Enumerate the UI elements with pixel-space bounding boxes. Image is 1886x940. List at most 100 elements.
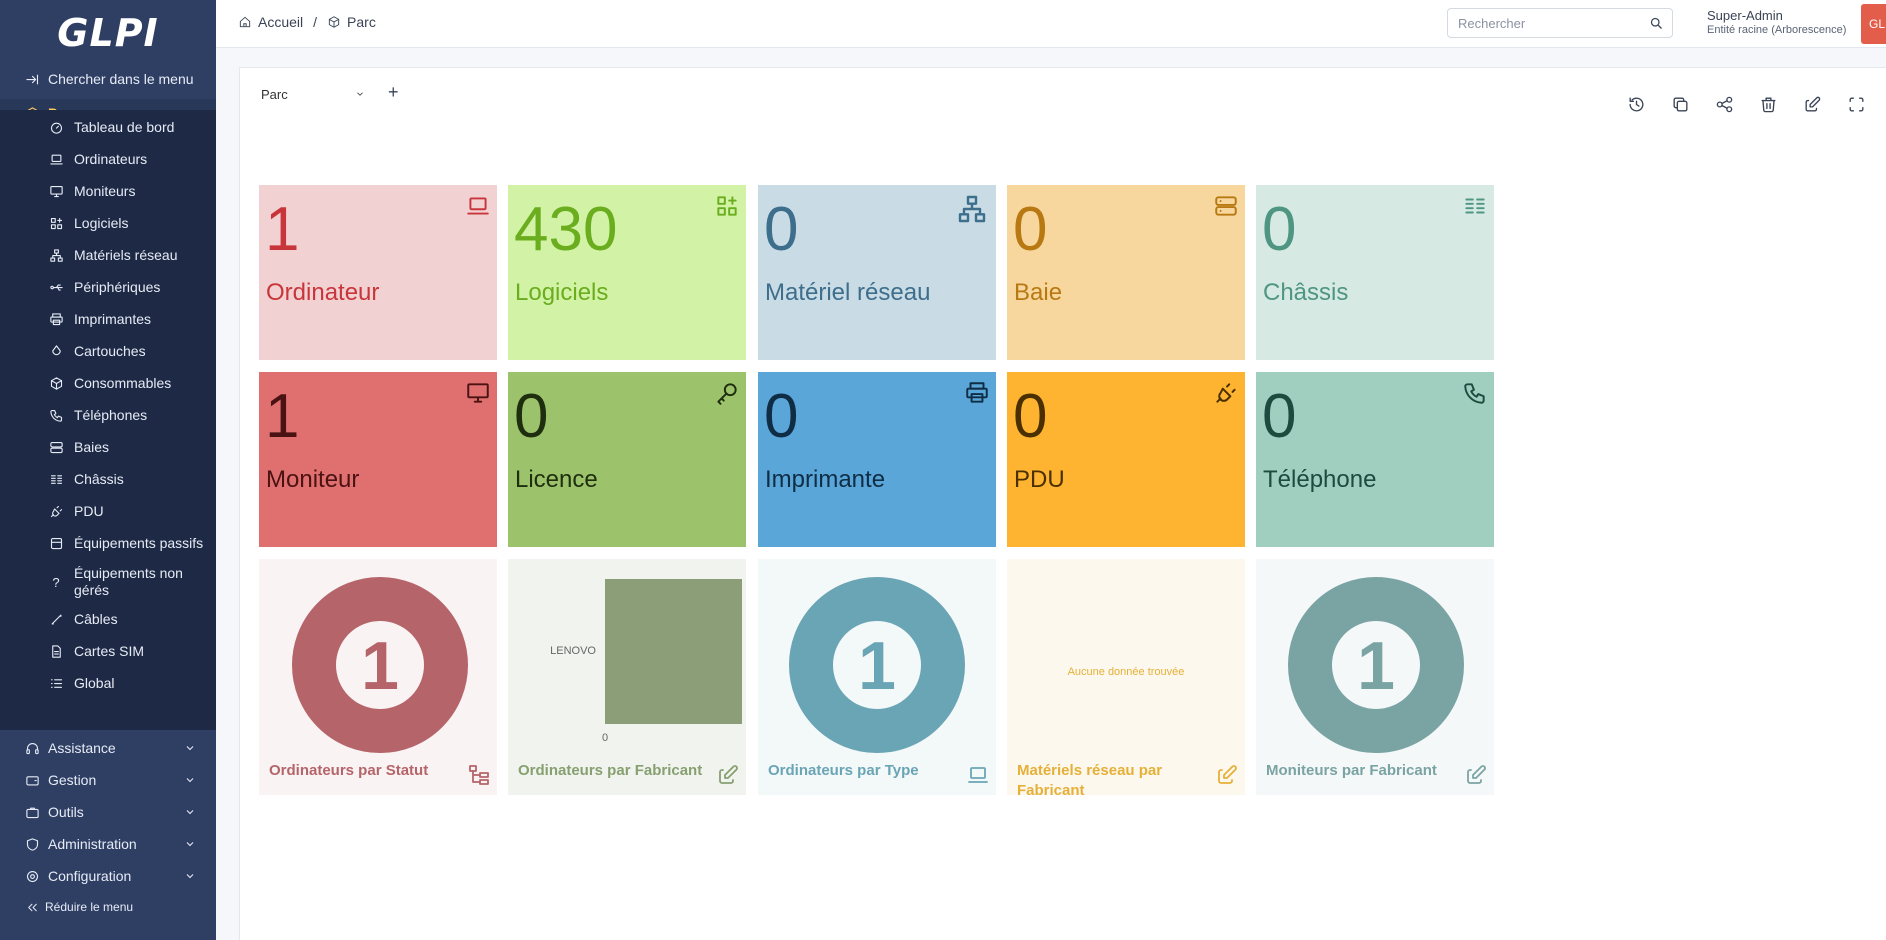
reduce-menu-button[interactable]: Réduire le menu bbox=[26, 900, 133, 914]
share-icon bbox=[1716, 96, 1732, 112]
sidebar-item-administration[interactable]: Administration bbox=[0, 829, 216, 859]
edit-icon[interactable] bbox=[1215, 763, 1239, 787]
printer-icon bbox=[964, 380, 990, 406]
sidebar-item-equipements-non-geres[interactable]: ? Équipements non gérés bbox=[0, 562, 216, 602]
share-button[interactable] bbox=[1702, 92, 1746, 116]
tile-value: 0 bbox=[1013, 195, 1048, 264]
sidebar-item-materiels-reseau[interactable]: Matériels réseau bbox=[0, 240, 216, 270]
sidebar-item-telephones[interactable]: Téléphones bbox=[0, 400, 216, 430]
search-box bbox=[1447, 8, 1673, 38]
sidebar-item-gestion[interactable]: Gestion bbox=[0, 765, 216, 795]
sidebar-item-label: Assistance bbox=[48, 740, 116, 756]
chart-title: Ordinateurs par Fabricant bbox=[518, 762, 703, 779]
user-name: Super-Admin bbox=[1707, 8, 1783, 23]
sidebar-item-configuration[interactable]: Configuration bbox=[0, 861, 216, 891]
fullscreen-button[interactable] bbox=[1834, 92, 1878, 116]
sim-icon bbox=[48, 643, 64, 659]
tile-value: 0 bbox=[1262, 382, 1297, 451]
search-input[interactable] bbox=[1448, 9, 1638, 37]
tile-logiciels[interactable]: 430 Logiciels bbox=[508, 185, 746, 360]
tile-moniteur[interactable]: 1 Moniteur bbox=[259, 372, 497, 547]
bar-category-label: LENOVO bbox=[550, 645, 596, 657]
list-icon bbox=[48, 675, 64, 691]
tile-licence[interactable]: 0 Licence bbox=[508, 372, 746, 547]
tile-label: Moniteur bbox=[266, 466, 360, 493]
server-icon bbox=[1213, 193, 1239, 219]
sidebar-item-outils[interactable]: Outils bbox=[0, 797, 216, 827]
dashboard-select[interactable]: Parc bbox=[261, 82, 371, 106]
edit-icon[interactable] bbox=[716, 763, 740, 787]
tile-chassis[interactable]: 0 Châssis bbox=[1256, 185, 1494, 360]
breadcrumb-current[interactable]: Parc bbox=[347, 14, 376, 30]
wallet-icon bbox=[24, 772, 40, 788]
chevron-down-icon bbox=[186, 810, 194, 815]
key-icon bbox=[714, 380, 740, 406]
user-menu[interactable]: Super-Admin Entité racine (Arborescence) bbox=[1707, 8, 1846, 36]
history-icon bbox=[1628, 96, 1643, 112]
tile-imprimante[interactable]: 0 Imprimante bbox=[758, 372, 996, 547]
add-dashboard-button[interactable]: + bbox=[388, 82, 399, 102]
tile-label: Ordinateur bbox=[266, 279, 380, 306]
donut-value: 1 bbox=[361, 628, 399, 704]
sidebar-item-label: Configuration bbox=[48, 868, 132, 884]
sidebar-item-logiciels[interactable]: Logiciels bbox=[0, 208, 216, 238]
tile-value: 0 bbox=[1013, 382, 1048, 451]
edit-icon bbox=[1804, 96, 1820, 112]
tile-telephone[interactable]: 0 Téléphone bbox=[1256, 372, 1494, 547]
dashboard-toolbar bbox=[1614, 92, 1878, 116]
sidebar-item-ordinateurs[interactable]: Ordinateurs bbox=[0, 144, 216, 174]
sidebar-item-cables[interactable]: Câbles bbox=[0, 604, 216, 634]
laptop-icon[interactable] bbox=[966, 763, 990, 787]
tile-materiel-reseau[interactable]: 0 Matériel réseau bbox=[758, 185, 996, 360]
bar-lenovo bbox=[605, 579, 742, 724]
sidebar-item-baies[interactable]: Baies bbox=[0, 432, 216, 462]
glpi-logo[interactable]: GLPI bbox=[57, 11, 159, 55]
avatar[interactable]: GL bbox=[1861, 4, 1886, 44]
delete-button[interactable] bbox=[1746, 92, 1790, 116]
edit-icon[interactable] bbox=[1464, 763, 1488, 787]
chart-materiels-reseau-par-fabricant: Aucune donnée trouvée Matériels réseau p… bbox=[1007, 559, 1245, 795]
tile-value: 0 bbox=[764, 382, 799, 451]
tile-pdu[interactable]: 0 PDU bbox=[1007, 372, 1245, 547]
chevron-down-icon bbox=[186, 746, 194, 751]
empty-message: Aucune donnée trouvée bbox=[1067, 666, 1185, 678]
edit-button[interactable] bbox=[1790, 92, 1834, 116]
breadcrumb-home[interactable]: Accueil bbox=[258, 14, 304, 30]
sidebar-item-tableau-de-bord[interactable]: Tableau de bord bbox=[0, 112, 216, 142]
tile-value: 0 bbox=[514, 382, 549, 451]
clone-button[interactable] bbox=[1658, 92, 1702, 116]
hierarchy-icon[interactable] bbox=[467, 763, 491, 787]
sidebar-item-search-menu[interactable]: Chercher dans le menu bbox=[0, 64, 216, 94]
double-chevron-left-icon bbox=[28, 903, 37, 911]
sidebar-item-cartouches[interactable]: Cartouches bbox=[0, 336, 216, 366]
phone-icon bbox=[1462, 380, 1488, 406]
fullscreen-icon bbox=[1848, 96, 1864, 112]
tile-baie[interactable]: 0 Baie bbox=[1007, 185, 1245, 360]
sidebar-item-cartes-sim[interactable]: Cartes SIM bbox=[0, 636, 216, 666]
history-button[interactable] bbox=[1614, 92, 1658, 116]
sidebar-item-peripheriques[interactable]: Périphériques bbox=[0, 272, 216, 302]
box-icon bbox=[48, 535, 64, 551]
sidebar-item-chassis[interactable]: Châssis bbox=[0, 464, 216, 494]
sidebar-item-imprimantes[interactable]: Imprimantes bbox=[0, 304, 216, 334]
sidebar-item-pdu[interactable]: PDU bbox=[0, 496, 216, 526]
sidebar-item-consommables[interactable]: Consommables bbox=[0, 368, 216, 398]
server-icon bbox=[48, 439, 64, 455]
sidebar-item-label: Outils bbox=[48, 804, 84, 820]
chart-ordinateurs-par-statut: 1 Ordinateurs par Statut bbox=[259, 559, 497, 795]
tile-label: Châssis bbox=[1263, 279, 1349, 306]
search-icon[interactable] bbox=[1649, 16, 1664, 31]
sidebar-item-moniteurs[interactable]: Moniteurs bbox=[0, 176, 216, 206]
sidebar-item-assistance[interactable]: Assistance bbox=[0, 733, 216, 763]
sidebar-item-global[interactable]: Global bbox=[0, 668, 216, 698]
user-entity: Entité racine (Arborescence) bbox=[1707, 24, 1847, 36]
arrow-right-icon bbox=[24, 71, 40, 87]
sidebar-item-equipements-passifs[interactable]: Équipements passifs bbox=[0, 528, 216, 558]
question-icon: ? bbox=[52, 574, 60, 590]
breadcrumb: Accueil / Parc bbox=[238, 14, 376, 30]
tile-value: 1 bbox=[265, 382, 300, 451]
tile-label: Baie bbox=[1014, 279, 1063, 306]
tile-label: Matériel réseau bbox=[765, 279, 931, 306]
plug-icon bbox=[48, 503, 64, 519]
tile-ordinateur[interactable]: 1 Ordinateur bbox=[259, 185, 497, 360]
